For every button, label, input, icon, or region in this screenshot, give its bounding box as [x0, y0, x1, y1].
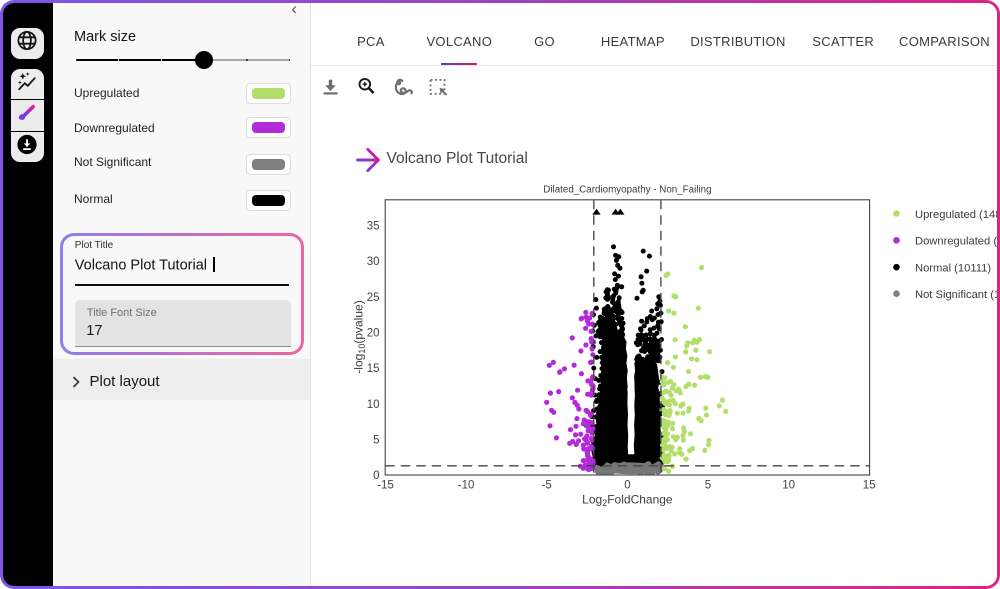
svg-text:Normal (10111): Normal (10111): [915, 262, 991, 274]
svg-text:35: 35: [367, 221, 380, 233]
svg-text:Dilated_Cardiomyopathy - Non_F: Dilated_Cardiomyopathy - Non_Failing: [543, 185, 711, 196]
svg-text:10: 10: [367, 399, 380, 411]
svg-text:-15: -15: [377, 480, 394, 492]
svg-text:30: 30: [367, 256, 380, 268]
svg-text:Downregulated (584): Downregulated (584): [915, 236, 997, 248]
svg-text:15: 15: [863, 480, 876, 492]
svg-text:25: 25: [367, 292, 380, 304]
svg-text:5: 5: [373, 435, 379, 447]
svg-text:20: 20: [367, 328, 380, 340]
svg-text:Not Significant (1060): Not Significant (1060): [915, 289, 997, 301]
svg-text:-log10(pvalue): -log10(pvalue): [352, 300, 368, 373]
svg-text:-10: -10: [458, 480, 475, 492]
svg-text:-5: -5: [542, 480, 552, 492]
svg-text:5: 5: [705, 480, 711, 492]
svg-text:0: 0: [624, 480, 630, 492]
svg-text:Upregulated (1482): Upregulated (1482): [915, 209, 997, 221]
svg-text:10: 10: [782, 480, 795, 492]
svg-text:0: 0: [373, 470, 379, 482]
svg-text:15: 15: [367, 363, 380, 375]
svg-text:Log2FoldChange: Log2FoldChange: [582, 493, 673, 509]
